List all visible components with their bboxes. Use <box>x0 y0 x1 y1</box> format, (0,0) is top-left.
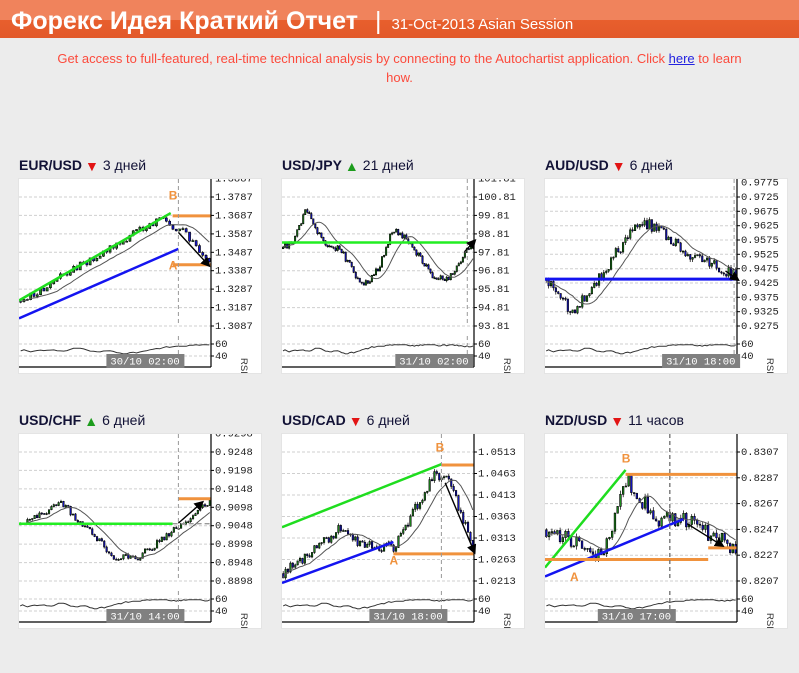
svg-text:0.9248: 0.9248 <box>215 447 253 459</box>
svg-text:40: 40 <box>215 606 228 618</box>
svg-text:1.3387: 1.3387 <box>215 266 253 278</box>
svg-text:97.81: 97.81 <box>478 247 510 259</box>
svg-text:0.9375: 0.9375 <box>741 292 779 304</box>
svg-text:95.81: 95.81 <box>478 284 510 296</box>
svg-text:B: B <box>169 188 178 202</box>
svg-text:94.81: 94.81 <box>478 303 510 315</box>
svg-text:1.0263: 1.0263 <box>478 555 516 567</box>
svg-text:0.9575: 0.9575 <box>741 235 779 247</box>
svg-text:1.0413: 1.0413 <box>478 490 516 502</box>
svg-text:93.81: 93.81 <box>478 321 510 333</box>
svg-text:100.81: 100.81 <box>478 192 516 204</box>
svg-text:1.3287: 1.3287 <box>215 284 253 296</box>
svg-text:31/10 17:00: 31/10 17:00 <box>602 612 671 624</box>
svg-text:B: B <box>436 440 445 454</box>
svg-text:30/10 02:00: 30/10 02:00 <box>110 357 179 369</box>
svg-text:1.0513: 1.0513 <box>478 447 516 459</box>
svg-text:0.9048: 0.9048 <box>215 521 253 533</box>
svg-text:0.9525: 0.9525 <box>741 249 779 261</box>
svg-text:1.3187: 1.3187 <box>215 303 253 315</box>
svg-text:0.8227: 0.8227 <box>741 550 779 562</box>
svg-text:99.81: 99.81 <box>478 210 510 222</box>
svg-text:1.3087: 1.3087 <box>215 321 253 333</box>
svg-text:0.9148: 0.9148 <box>215 484 253 496</box>
svg-text:0.9475: 0.9475 <box>741 264 779 276</box>
svg-text:A: A <box>169 259 178 273</box>
svg-text:RSI: RSI <box>238 358 249 374</box>
svg-text:60: 60 <box>741 594 754 606</box>
svg-text:40: 40 <box>741 606 754 618</box>
svg-text:98.81: 98.81 <box>478 229 510 241</box>
svg-text:40: 40 <box>215 351 228 363</box>
svg-text:B: B <box>622 452 631 466</box>
svg-text:0.9198: 0.9198 <box>215 465 253 477</box>
svg-text:60: 60 <box>215 594 228 606</box>
svg-text:96.81: 96.81 <box>478 266 510 278</box>
svg-text:1.0463: 1.0463 <box>478 469 516 481</box>
svg-text:0.8307: 0.8307 <box>741 447 779 459</box>
svg-text:60: 60 <box>478 339 491 351</box>
svg-text:RSI: RSI <box>238 613 249 629</box>
svg-text:1.3887: 1.3887 <box>215 179 253 186</box>
svg-text:40: 40 <box>478 351 491 363</box>
svg-text:0.9425: 0.9425 <box>741 278 779 290</box>
svg-text:RSI: RSI <box>764 613 775 629</box>
svg-text:0.8267: 0.8267 <box>741 499 779 511</box>
svg-text:0.9098: 0.9098 <box>215 502 253 514</box>
svg-text:RSI: RSI <box>764 358 775 374</box>
svg-text:0.8287: 0.8287 <box>741 473 779 485</box>
svg-text:A: A <box>390 553 399 567</box>
svg-text:A: A <box>570 570 579 584</box>
svg-text:1.0563: 1.0563 <box>478 434 516 438</box>
svg-text:0.8998: 0.8998 <box>215 539 253 551</box>
svg-text:1.3687: 1.3687 <box>215 210 253 222</box>
svg-text:1.0363: 1.0363 <box>478 512 516 524</box>
svg-text:40: 40 <box>478 606 491 618</box>
svg-text:1.0213: 1.0213 <box>478 576 516 588</box>
svg-text:60: 60 <box>741 339 754 351</box>
svg-text:60: 60 <box>478 594 491 606</box>
svg-text:0.8948: 0.8948 <box>215 558 253 570</box>
svg-text:1.0313: 1.0313 <box>478 533 516 545</box>
svg-text:101.81: 101.81 <box>478 179 516 186</box>
svg-text:0.9675: 0.9675 <box>741 206 779 218</box>
svg-text:0.8247: 0.8247 <box>741 524 779 536</box>
svg-text:1.3787: 1.3787 <box>215 192 253 204</box>
svg-text:40: 40 <box>741 351 754 363</box>
svg-text:31/10 02:00: 31/10 02:00 <box>399 357 468 369</box>
svg-text:RSI: RSI <box>501 613 512 629</box>
svg-text:60: 60 <box>215 339 228 351</box>
svg-text:0.8207: 0.8207 <box>741 576 779 588</box>
svg-text:0.9275: 0.9275 <box>741 321 779 333</box>
svg-text:31/10 14:00: 31/10 14:00 <box>110 612 179 624</box>
svg-text:0.8898: 0.8898 <box>215 576 253 588</box>
svg-text:1.3587: 1.3587 <box>215 229 253 241</box>
svg-text:0.9775: 0.9775 <box>741 179 779 190</box>
svg-text:RSI: RSI <box>501 358 512 374</box>
svg-text:0.9725: 0.9725 <box>741 192 779 204</box>
svg-text:31/10 18:00: 31/10 18:00 <box>373 612 442 624</box>
svg-text:31/10 18:00: 31/10 18:00 <box>666 357 735 369</box>
svg-text:0.9298: 0.9298 <box>215 434 253 441</box>
svg-text:0.9325: 0.9325 <box>741 307 779 319</box>
svg-text:1.3487: 1.3487 <box>215 247 253 259</box>
svg-text:0.9625: 0.9625 <box>741 221 779 233</box>
